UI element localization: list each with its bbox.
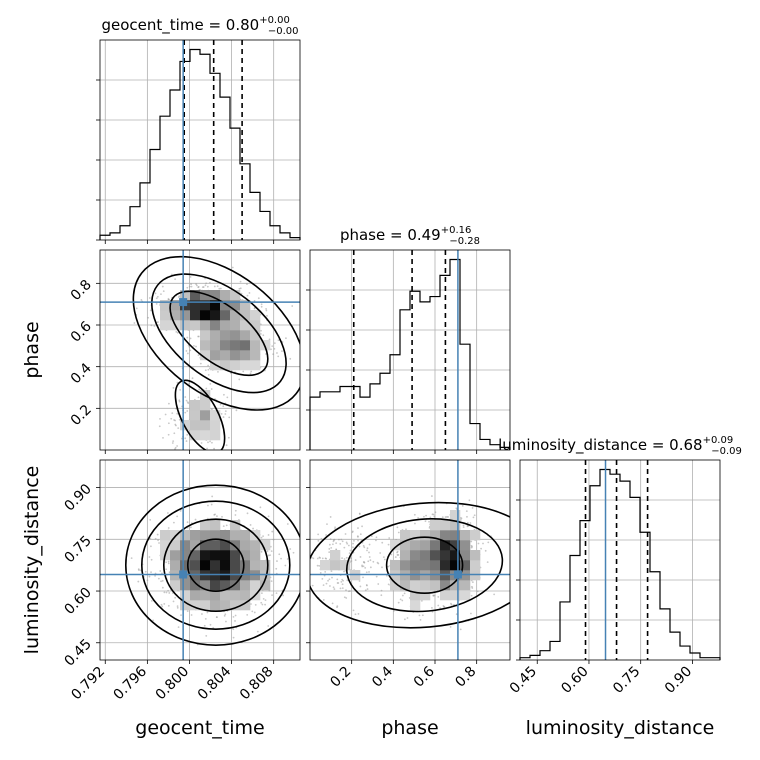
xlabel-luminosity_distance: luminosity_distance xyxy=(526,717,715,739)
xlabel-phase: phase xyxy=(381,717,438,739)
xtick-label-luminosity_distance: 0.90 xyxy=(662,664,695,697)
truth-marker-geocent_time-phase xyxy=(179,298,188,307)
ytick-label-phase: 0.2 xyxy=(68,402,95,429)
xtick-label-geocent_time: 0.796 xyxy=(111,663,151,703)
truth-marker-geocent_time-luminosity_distance xyxy=(179,570,188,579)
truth-marker-phase-luminosity_distance xyxy=(453,570,462,579)
xtick-label-geocent_time: 0.800 xyxy=(153,664,193,704)
xtick-label-phase: 0.6 xyxy=(411,663,438,690)
ytick-label-luminosity_distance: 0.45 xyxy=(61,636,94,669)
scatter-panel-geocent_time-luminosity_distance xyxy=(99,459,301,661)
ytick-label-luminosity_distance: 0.90 xyxy=(61,481,94,514)
xlabel-geocent_time: geocent_time xyxy=(135,717,264,739)
hist-panel-luminosity_distance: luminosity_distance = 0.68+0.09 −0.09 xyxy=(498,435,742,661)
ylabel-phase: phase xyxy=(21,321,43,378)
xtick-label-geocent_time: 0.792 xyxy=(68,664,108,704)
scatter-panel-geocent_time-phase xyxy=(99,249,301,451)
xtick-label-phase: 0.2 xyxy=(327,664,354,691)
xtick-label-luminosity_distance: 0.60 xyxy=(558,664,591,697)
ytick-label-phase: 0.4 xyxy=(68,360,95,387)
xtick-label-geocent_time: 0.808 xyxy=(237,664,277,704)
title-phase: phase = 0.49+0.16 −0.28 xyxy=(340,225,480,247)
hist-panel-phase: phase = 0.49+0.16 −0.28 xyxy=(306,225,511,451)
ytick-label-phase: 0.8 xyxy=(68,277,95,304)
histogram-phase xyxy=(309,258,511,450)
histogram-geocent_time xyxy=(99,48,301,240)
xtick-label-geocent_time: 0.804 xyxy=(195,663,235,703)
ylabel-luminosity_distance: luminosity_distance xyxy=(21,466,43,655)
xtick-label-luminosity_distance: 0.75 xyxy=(610,664,643,697)
histogram-luminosity_distance xyxy=(519,468,721,660)
scatter-panel-phase-luminosity_distance xyxy=(309,459,511,661)
ytick-label-phase: 0.6 xyxy=(68,318,95,345)
ytick-label-luminosity_distance: 0.60 xyxy=(61,585,94,618)
xtick-label-phase: 0.4 xyxy=(369,663,396,690)
xtick-label-phase: 0.8 xyxy=(452,664,479,691)
ytick-label-luminosity_distance: 0.75 xyxy=(61,533,94,566)
hist-panel-geocent_time: geocent_time = 0.80+0.00 −0.00 xyxy=(96,15,301,241)
title-luminosity_distance: luminosity_distance = 0.68+0.09 −0.09 xyxy=(498,435,742,457)
title-geocent_time: geocent_time = 0.80+0.00 −0.00 xyxy=(102,15,299,37)
xtick-label-luminosity_distance: 0.45 xyxy=(507,664,540,697)
